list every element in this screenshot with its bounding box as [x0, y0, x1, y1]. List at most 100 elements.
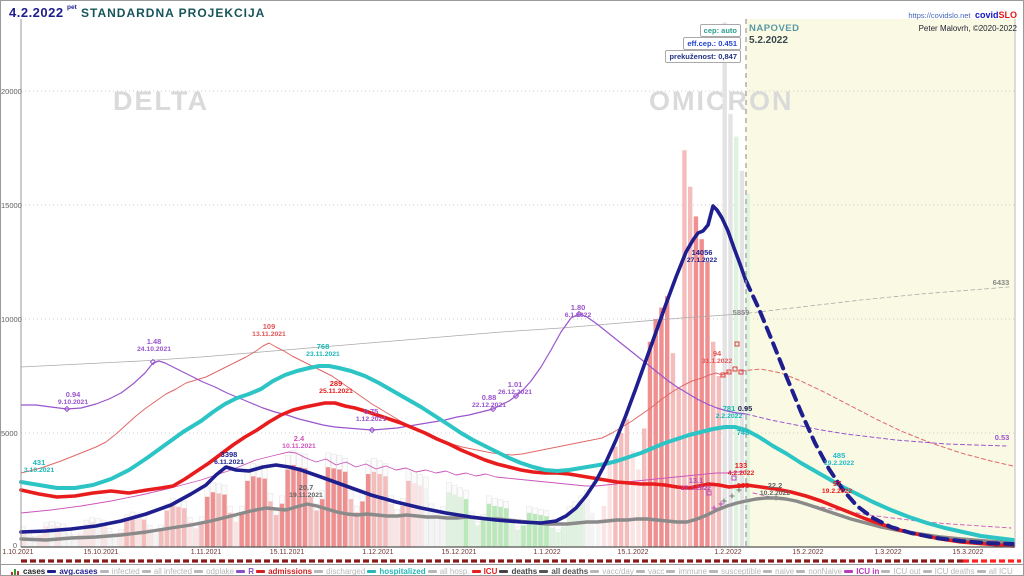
effective-vaccination-chip[interactable]: eff.cep.: 0.451 — [683, 37, 741, 50]
legend-item-hospitalized[interactable]: hospitalized — [367, 567, 426, 575]
daily-cases-bar[interactable] — [337, 469, 342, 547]
daily-cases-bar[interactable] — [199, 521, 204, 547]
daily-cases-bar[interactable] — [78, 534, 83, 547]
daily-cases-bar[interactable] — [383, 476, 388, 547]
daily-cases-bar[interactable] — [159, 528, 164, 547]
seroprevalence-chip[interactable]: prekuženost: 0,847 — [665, 50, 741, 63]
daily-cases-bar[interactable] — [107, 531, 112, 547]
daily-cases-bar[interactable] — [262, 478, 267, 547]
daily-cases-bar[interactable] — [665, 296, 670, 547]
daily-cases-bar[interactable] — [544, 516, 549, 547]
daily-cases-bar[interactable] — [90, 521, 95, 547]
daily-cases-bar[interactable] — [573, 508, 578, 547]
daily-cases-bar[interactable] — [377, 474, 382, 547]
daily-cases-bar[interactable] — [371, 471, 377, 547]
daily-cases-bar[interactable] — [515, 529, 520, 547]
daily-cases-bar[interactable] — [532, 513, 538, 547]
legend-item-all-deaths[interactable]: all deaths — [539, 567, 588, 575]
daily-cases-bar[interactable] — [596, 519, 601, 547]
legend-item-icu-in[interactable]: ICU in — [844, 567, 879, 575]
legend-item-icu-out[interactable]: ICU out — [881, 567, 921, 575]
daily-cases-bar[interactable] — [354, 512, 359, 547]
daily-cases-bar[interactable] — [49, 525, 55, 547]
daily-cases-bar[interactable] — [676, 387, 681, 547]
daily-cases-bar[interactable] — [366, 474, 371, 547]
series-icu-projection[interactable] — [740, 368, 1014, 467]
daily-cases-bar[interactable] — [716, 376, 722, 547]
daily-cases-bar[interactable] — [233, 521, 239, 547]
daily-cases-bar[interactable] — [400, 505, 405, 547]
daily-cases-bar[interactable] — [113, 535, 118, 547]
daily-cases-bar[interactable] — [314, 510, 319, 547]
legend-item-all-icu[interactable]: all ICU — [976, 567, 1013, 575]
daily-cases-bar[interactable] — [55, 526, 60, 547]
daily-cases-bar[interactable] — [659, 307, 664, 547]
daily-cases-bar[interactable] — [711, 341, 716, 547]
daily-cases-bar[interactable] — [193, 528, 198, 547]
daily-cases-bar[interactable] — [481, 519, 486, 547]
daily-cases-bar[interactable] — [245, 480, 250, 547]
daily-cases-bar[interactable] — [486, 503, 492, 547]
vaccination-mode-chip[interactable]: cep: auto — [699, 24, 741, 37]
daily-cases-bar[interactable] — [647, 341, 653, 547]
daily-cases-bar[interactable] — [630, 451, 635, 547]
daily-cases-bar[interactable] — [509, 523, 515, 547]
daily-cases-bar[interactable] — [84, 524, 89, 547]
daily-cases-bar[interactable] — [653, 319, 658, 547]
daily-cases-bar[interactable] — [325, 467, 331, 547]
series-all-hosp-cumulative[interactable] — [20, 313, 742, 368]
daily-cases-bar[interactable] — [320, 499, 325, 547]
series-R[interactable] — [20, 313, 747, 431]
daily-cases-bar[interactable] — [642, 428, 647, 547]
legend-item-all-infected[interactable]: all infected — [141, 567, 192, 575]
daily-cases-bar[interactable] — [688, 186, 693, 547]
daily-cases-bar[interactable] — [360, 501, 365, 547]
series-R-projection[interactable] — [745, 413, 1007, 447]
daily-cases-bar[interactable] — [118, 531, 124, 547]
daily-cases-bar[interactable] — [348, 499, 354, 547]
daily-cases-bar[interactable] — [268, 501, 273, 547]
legend-item-icu-deaths[interactable]: ICU deaths — [922, 567, 975, 575]
daily-cases-bar[interactable] — [693, 216, 699, 547]
daily-cases-bar[interactable] — [279, 503, 285, 547]
daily-cases-bar[interactable] — [440, 512, 446, 547]
daily-cases-bar[interactable] — [613, 446, 618, 547]
legend-item-immune[interactable]: immune — [666, 567, 707, 575]
series-all-hosp-projection[interactable] — [740, 286, 1010, 315]
daily-cases-bar[interactable] — [561, 526, 566, 547]
legend-item-deaths[interactable]: deaths — [499, 567, 537, 575]
legend-item-vacc[interactable]: vacc — [635, 567, 664, 575]
daily-cases-bar[interactable] — [699, 239, 704, 547]
series-avg-cases[interactable] — [19, 204, 748, 534]
daily-cases-bar[interactable] — [32, 537, 37, 547]
daily-cases-bar[interactable] — [590, 512, 595, 547]
daily-cases-bar[interactable] — [389, 503, 394, 547]
site-url-link[interactable]: https://covidslo.net — [908, 11, 971, 20]
daily-cases-bar[interactable] — [147, 528, 152, 547]
series-hospitalized[interactable] — [19, 364, 1015, 542]
daily-cases-bar[interactable] — [274, 515, 279, 547]
daily-cases-bar[interactable] — [550, 527, 555, 547]
daily-cases-bar[interactable] — [601, 505, 607, 547]
daily-cases-bar[interactable] — [228, 512, 233, 547]
daily-cases-bar[interactable] — [567, 512, 572, 547]
series-avg-cases-projection[interactable] — [744, 279, 1015, 546]
daily-cases-bar[interactable] — [739, 170, 745, 548]
daily-cases-bar[interactable] — [728, 113, 733, 548]
daily-cases-bar[interactable] — [153, 533, 158, 547]
daily-cases-bar[interactable] — [222, 494, 227, 547]
legend-item-r[interactable]: R — [236, 567, 254, 575]
legend-item-odplake[interactable]: odplake — [194, 567, 234, 575]
daily-cases-bar[interactable] — [239, 512, 244, 547]
daily-cases-bar[interactable] — [452, 494, 457, 547]
legend-item-discharged[interactable]: discharged — [314, 567, 365, 575]
daily-cases-bar[interactable] — [463, 499, 469, 547]
daily-cases-bar[interactable] — [67, 533, 72, 547]
daily-cases-bar[interactable] — [343, 471, 348, 547]
daily-cases-bar[interactable] — [429, 510, 434, 547]
legend-item-naive[interactable]: naive — [763, 567, 794, 575]
daily-cases-bar[interactable] — [504, 508, 509, 547]
daily-cases-bar[interactable] — [538, 515, 543, 547]
daily-cases-bar[interactable] — [521, 525, 526, 547]
daily-cases-bar[interactable] — [256, 477, 262, 547]
